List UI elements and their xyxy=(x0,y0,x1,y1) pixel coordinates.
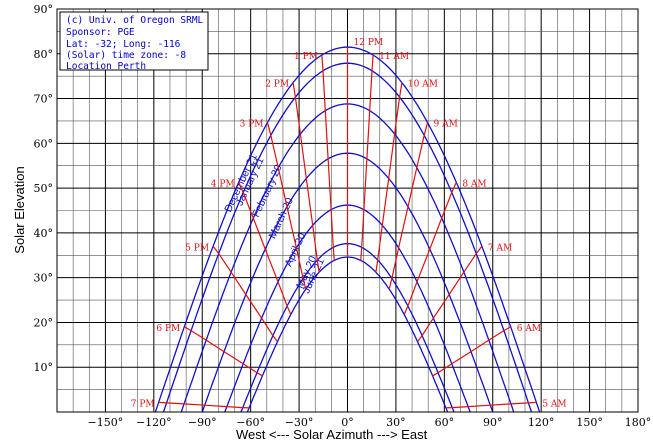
hour-curve-label: 5 PM xyxy=(185,243,209,253)
hour-curve-label: 4 PM xyxy=(211,179,235,189)
info-line-location: Location Perth xyxy=(66,61,146,72)
hour-curve xyxy=(445,401,537,409)
x-tick-label: −60° xyxy=(236,416,265,429)
info-line-timezone: (Solar) time zone: -8 xyxy=(66,50,186,61)
hour-curve xyxy=(403,182,457,315)
hour-curve xyxy=(266,122,307,290)
y-tick-label: 90° xyxy=(34,3,54,16)
hour-curve-label: 12 PM xyxy=(354,38,384,48)
tick-labels: −150° −120° −90° −60° −30° 0° 30° 60° 90° 120° 150… xyxy=(34,3,652,429)
hour-curve-label: 5 AM xyxy=(542,399,566,409)
x-tick-label: −90° xyxy=(188,416,217,429)
hour-curve xyxy=(321,54,335,261)
info-box-frame xyxy=(59,11,209,71)
hour-curve xyxy=(212,245,278,343)
info-line-copyright: (c) Univ. of Oregon SRML xyxy=(66,15,204,26)
x-tick-label: −30° xyxy=(285,416,314,429)
y-tick-label: 70° xyxy=(34,93,54,106)
hour-curve xyxy=(184,326,263,377)
x-tick-label: 120° xyxy=(528,416,555,429)
x-tick-label: 60° xyxy=(435,416,455,429)
plot-frame xyxy=(56,8,639,413)
hour-curve xyxy=(417,245,483,343)
x-tick-label: 150° xyxy=(576,416,603,429)
y-tick-label: 80° xyxy=(34,48,54,61)
y-tick-label: 10° xyxy=(34,361,54,374)
info-line-lat-long: Lat: -32; Long: -116 xyxy=(66,39,181,50)
y-tick-label: 50° xyxy=(34,182,54,195)
hour-curve-label: 9 AM xyxy=(434,119,458,129)
y-tick-label: 60° xyxy=(34,137,54,150)
info-line-sponsor: Sponsor: PGE xyxy=(66,27,135,38)
y-tick-label: 20° xyxy=(34,316,54,329)
hour-curve-label: 8 AM xyxy=(462,179,486,189)
hour-curve-label: 6 PM xyxy=(156,324,180,334)
hour-curve-label: 3 PM xyxy=(240,119,264,129)
x-tick-label: −150° xyxy=(88,416,124,429)
hour-curve xyxy=(360,54,374,261)
hour-curve-label: 7 PM xyxy=(131,399,155,409)
hour-curve xyxy=(388,122,429,290)
hour-curve-label: 7 AM xyxy=(488,243,512,253)
x-tick-label: −120° xyxy=(136,416,172,429)
hour-curve-label: 2 PM xyxy=(265,80,289,90)
hour-curve-label: 10 AM xyxy=(408,80,438,90)
y-axis-title: Solar Elevation xyxy=(12,166,27,253)
x-tick-label: 180° xyxy=(625,416,652,429)
hour-curve xyxy=(238,182,292,315)
hour-curve xyxy=(375,82,403,273)
hour-curve-label: 11 AM xyxy=(379,52,409,62)
y-tick-label: 30° xyxy=(34,272,54,285)
hour-curve xyxy=(432,326,511,377)
x-tick-label: 0° xyxy=(341,416,354,429)
x-tick-label: 30° xyxy=(386,416,406,429)
x-tick-label: 90° xyxy=(483,416,503,429)
hour-curve-label: 6 AM xyxy=(517,324,541,334)
hour-curve xyxy=(158,401,250,409)
hour-curve-label: 1 PM xyxy=(294,52,318,62)
hour-curve xyxy=(292,82,320,273)
info-box: (c) Univ. of Oregon SRML Sponsor: PGE La… xyxy=(59,11,209,72)
y-tick-label: 40° xyxy=(34,227,54,240)
hour-curves: 12 PM 11 AM 10 AM 9 AM 8 AM 7 AM 6 AM 5 AM 1 PM 2… xyxy=(131,38,567,409)
x-axis-title: West <--- Solar Azimuth ---> East xyxy=(236,427,428,442)
